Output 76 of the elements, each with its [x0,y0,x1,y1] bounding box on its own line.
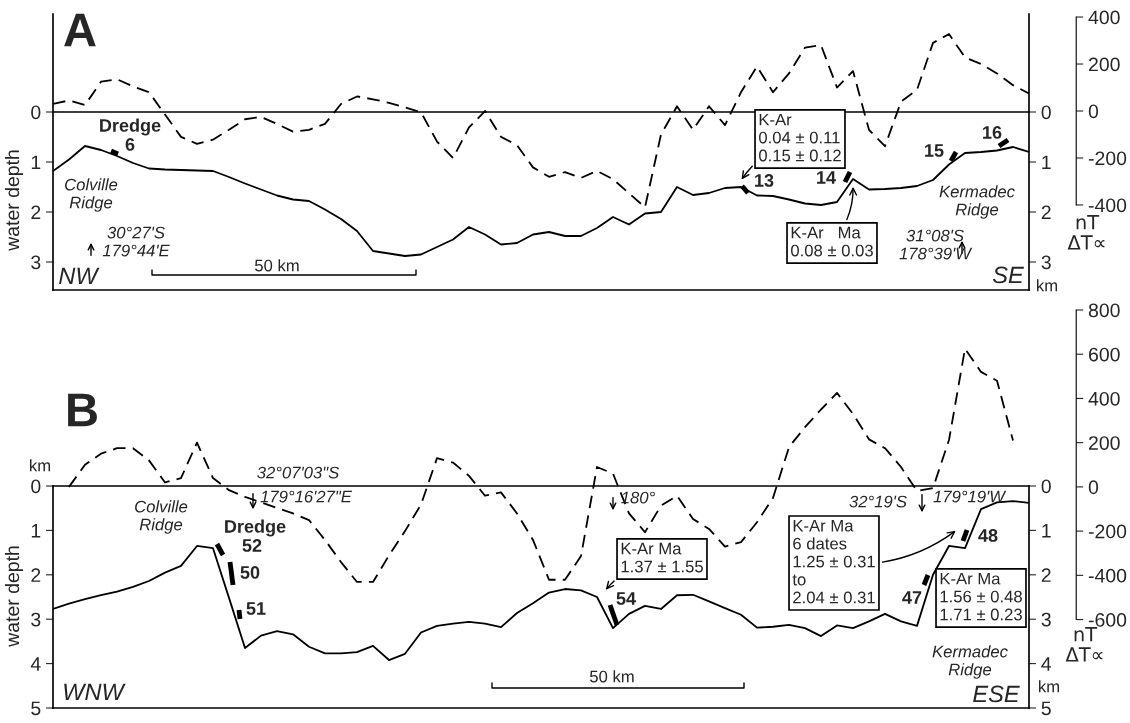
y2-tick-label: -200 [1088,524,1127,539]
y2-tick-label: -600 [1088,613,1127,627]
y-tick-label: 0 [31,105,41,120]
annotation: Dredge [225,519,286,537]
annotation: WNW [64,683,126,701]
annotation: 50 km [589,670,634,683]
annotation: 13 [755,174,774,187]
text: km [30,459,51,472]
y-tick-label: 3 [31,612,41,627]
annotation: 14 [817,171,836,184]
annotation: 16 [983,126,1002,139]
text: km [1037,279,1058,292]
annotation: 179°19'W [933,490,1007,503]
annotation: NW [59,267,100,285]
annotation: K-Ar Ma 1.37 ± 1.55 [621,542,703,573]
y-tick-label: 3 [31,255,41,270]
y3-tick-label: 3 [1041,255,1051,270]
y2-tick-label: 200 [1089,57,1120,72]
annotation: K-Ar Ma 0.08 ± 0.03 [791,226,873,257]
annotation: K-Ar Ma 1.56 ± 0.48 1.71 ± 0.23 [940,572,1022,621]
annotation: 48 [978,529,998,542]
y3-tick-label: 2 [1041,205,1051,220]
annotation: 32°19'S [849,495,907,508]
annotation: Kermadec Ridge [932,645,1008,679]
y3-tick-label: 0 [1041,479,1051,494]
annotation: 179°16'27"E [260,490,353,503]
text: 32°07'03"S [257,466,340,479]
y3-tick-label: 4 [1041,657,1052,671]
y3-tick-label: 1 [1042,524,1051,538]
y-tick-label: 4 [30,657,41,671]
annotation: Kermadec Ridge [939,185,1015,219]
annotation: 47 [902,591,922,604]
y2-tick-label: 600 [1089,347,1120,362]
annotation: 50 [240,566,260,579]
annotation: 6 [125,138,135,151]
annotation: ESE [973,685,1020,703]
y2-tick-label: 0 [1088,104,1099,119]
y-axis-title: water depth [4,150,24,251]
y2-tick-label: 200 [1089,436,1120,450]
y-tick-label: 1 [31,155,41,170]
y2-tick-label: -200 [1088,151,1127,166]
y3-tick-label: 0 [1041,105,1051,120]
y2-tick-label: 0 [1088,480,1099,495]
annotation: K-Ar 0.04 ± 0.11 0.15 ± 0.12 [759,113,841,162]
y-axis-title: water depth [4,546,24,647]
y2-axis-title: nT ΔT∝ [1065,627,1103,662]
y2-tick-label: -400 [1088,198,1127,213]
y3-tick-label: 2 [1041,568,1051,582]
y2-tick-label: 400 [1088,391,1120,406]
annotation: 52 [242,539,262,552]
y2-tick-label: 400 [1088,10,1120,25]
annotation: 15 [925,144,944,157]
y3-tick-label: 5 [1041,701,1051,716]
annotation: K-Ar Ma 6 dates 1.25 ± 0.31 to 2.04 ± 0.31 [792,519,875,604]
annotation: 31°08'S 178°39'W [899,229,973,260]
y3-tick-label: 1 [1042,155,1051,170]
y-tick-label: 2 [31,205,41,220]
annotation: Dredge [100,118,161,136]
chart-title: A [64,13,96,47]
y-tick-label: 5 [31,701,41,716]
y-tick-label: 2 [31,568,41,582]
annotation: 54 [616,592,636,605]
chart-title: B [68,393,97,427]
text: km [1039,680,1060,693]
annotation: Colville Ridge [135,500,188,534]
y-tick-label: 0 [31,479,41,494]
y3-tick-label: 3 [1041,612,1051,627]
y-tick-label: 1 [31,524,41,538]
annotation: 50 km [254,259,299,272]
annotation: SE [992,266,1024,284]
annotation: 51 [246,602,266,615]
y2-tick-label: 800 [1088,303,1120,318]
y2-axis-title: nT ΔT∝ [1067,215,1105,250]
y2-tick-label: -400 [1088,568,1127,583]
annotation: 30°27'S 179°44'E [102,226,170,257]
annotation: Colville Ridge [65,178,118,212]
